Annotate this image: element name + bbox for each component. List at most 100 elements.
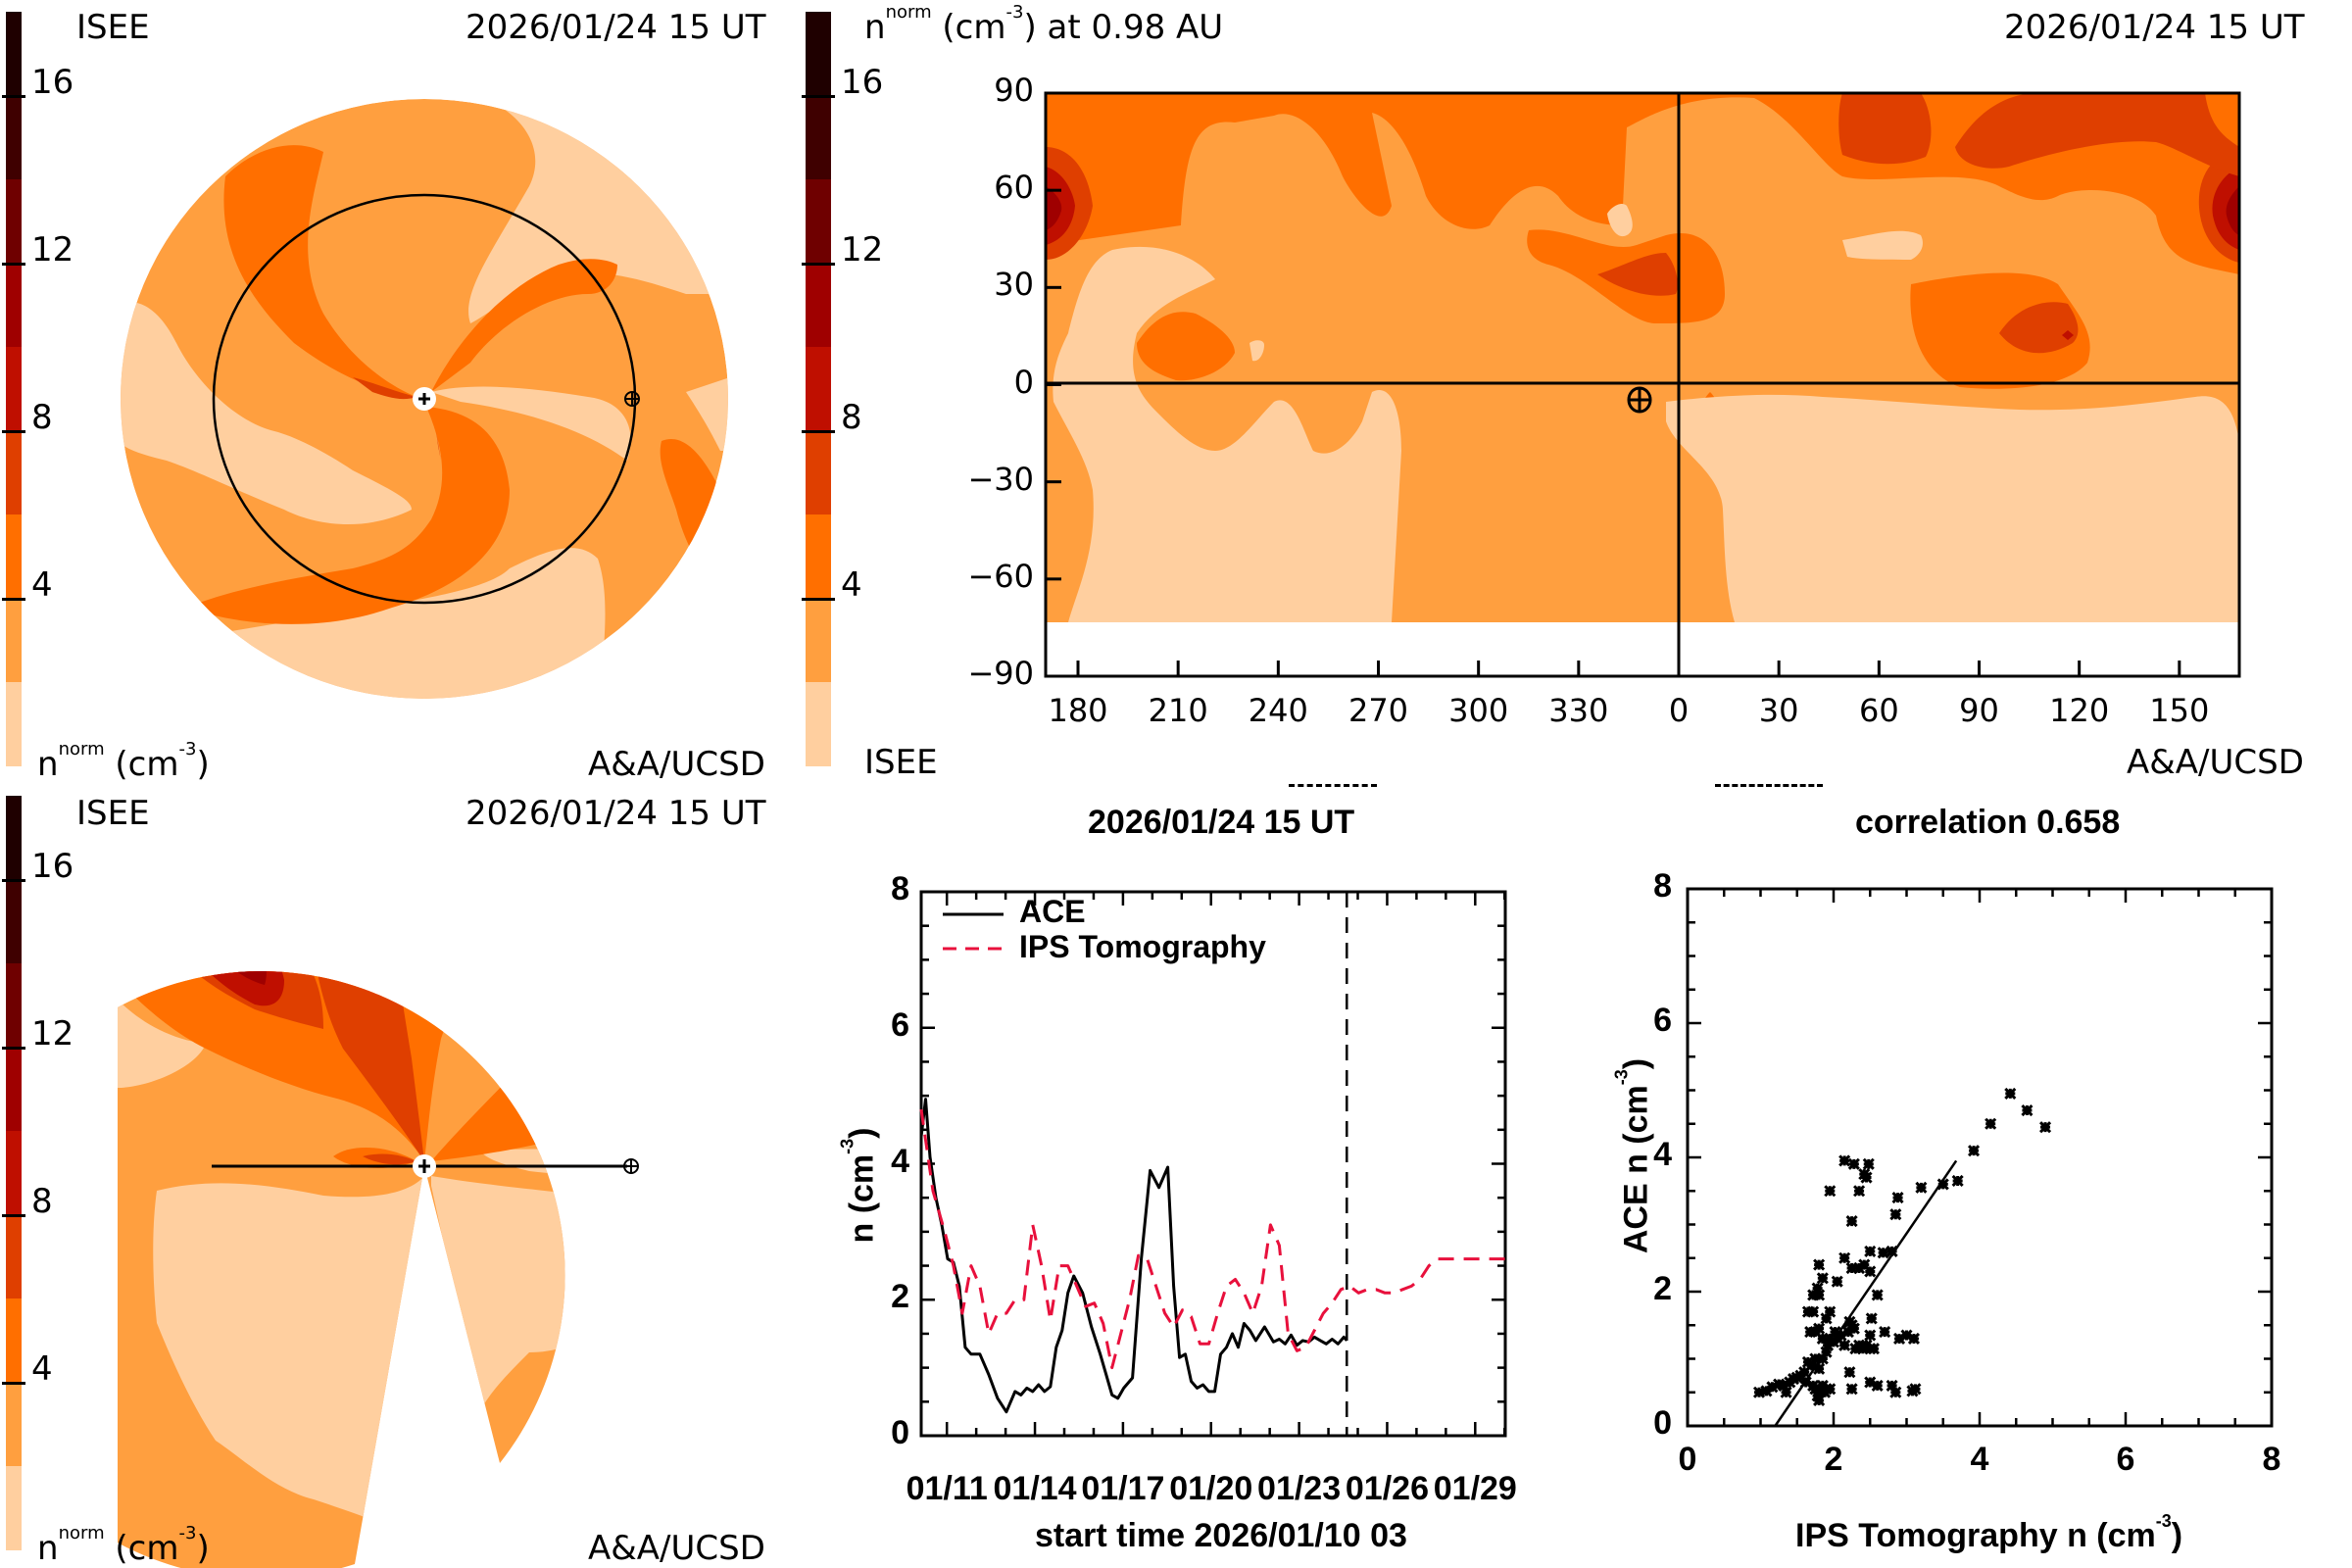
scatter-point [1813, 1322, 1826, 1335]
ylabel-close: ) [1617, 1057, 1655, 1070]
map-title: nnorm (cm-3) at 0.98 AU [864, 2, 1224, 47]
colorbar-band [6, 795, 22, 880]
scatter-point [1838, 1251, 1851, 1264]
title-exp: -3 [1005, 2, 1024, 23]
unit-rest: (cm [115, 745, 179, 784]
scatter-frame [1686, 887, 2274, 1428]
map-lat-label: −30 [967, 460, 1034, 498]
scatter-point [1816, 1272, 1829, 1285]
colorbar-tick [2, 1213, 25, 1217]
scatter-title: correlation 0.658 [1855, 804, 2121, 841]
scatter-point [1824, 1305, 1837, 1318]
contour-level-0 [121, 302, 412, 524]
scatter-point [1864, 1245, 1877, 1257]
scatter-point [2004, 1087, 2017, 1100]
contour-level-5 [2226, 186, 2239, 235]
ylabel-exp: -3 [837, 1138, 858, 1154]
scatter-point [1835, 1329, 1847, 1342]
scatter-point [1831, 1275, 1843, 1288]
timeseries-x-tick-label: 01/23 [1257, 1470, 1342, 1507]
contour-level-4 [2062, 330, 2074, 340]
scatter-point [1820, 1312, 1833, 1325]
timeseries-y-tick-label: 8 [891, 870, 909, 907]
colorbar-tick [802, 597, 835, 601]
map-lon-label: 180 [1048, 692, 1108, 729]
colorbar-band [806, 347, 831, 431]
contour-level-3 [1838, 93, 1932, 165]
colorbar-band [806, 430, 831, 515]
legend-label-ips: IPS Tomography [1019, 929, 1266, 964]
scatter-point [2021, 1103, 2034, 1117]
contour-level-0 [1666, 394, 2239, 622]
map-lon-label: 240 [1248, 692, 1308, 729]
timeseries-y-tick-label: 0 [891, 1414, 909, 1451]
scatter-x-tick-label: 6 [2116, 1441, 2135, 1478]
legend-label-ace: ACE [1019, 894, 1086, 929]
xlabel-exp: -3 [2155, 1511, 2172, 1531]
map-lon-label: 90 [1959, 692, 1999, 729]
scatter-y-tick-label: 8 [1653, 867, 1672, 905]
scatter-point [1845, 1215, 1858, 1228]
scatter-x-tick-label: 4 [1970, 1441, 1989, 1478]
colorbar-band [6, 1047, 22, 1132]
colorbar-band [806, 263, 831, 348]
colorbar-tick-label: 4 [31, 1348, 53, 1389]
colorbar-tick-label: 16 [31, 846, 74, 886]
scatter-chart [1686, 887, 2274, 1428]
polar-plot-meridional [118, 921, 639, 1568]
scatter-x-tick-label: 2 [1824, 1441, 1843, 1478]
colorbar-band [806, 95, 831, 180]
scatter-point [1821, 1339, 1835, 1351]
colorbar-band [806, 514, 831, 599]
colorbar-band [6, 879, 22, 964]
colorbar-tick [2, 1381, 25, 1385]
map-lat-label: 0 [1013, 363, 1034, 401]
timeseries-x-tick-label: 01/11 [906, 1470, 988, 1507]
clipped-label-fragment [1715, 784, 1823, 790]
scatter-point [1773, 1378, 1786, 1391]
colorbar-band [6, 963, 22, 1048]
timeseries-ylabel: n (cm-3) [838, 1088, 882, 1284]
colorbar-tick [2, 262, 25, 266]
timeseries-title: 2026/01/24 15 UT [1088, 804, 1355, 841]
colorbar-band [6, 11, 22, 96]
scatter-point [1907, 1332, 1921, 1346]
lat-lon-map [1044, 91, 2241, 678]
title-tail: ) at 0.98 AU [1023, 8, 1224, 47]
scatter-point [1877, 1247, 1889, 1259]
scatter-point [1967, 1145, 1981, 1157]
scatter-point [1867, 1343, 1881, 1355]
scatter-point [1798, 1366, 1811, 1379]
scatter-point [1805, 1359, 1818, 1372]
map-credit: A&A/UCSD [2127, 743, 2304, 782]
colorbar-band [6, 1131, 22, 1215]
colorbar-tick-label: 8 [841, 397, 862, 437]
scatter-point [1858, 1258, 1871, 1271]
colorbar-tick [2, 429, 25, 433]
map-lon-label: 270 [1348, 692, 1409, 729]
contour-level-3 [529, 971, 565, 1094]
map-lon-label: 120 [2049, 692, 2110, 729]
contour-level-2 [223, 145, 416, 398]
contour-level-3 [1955, 93, 2239, 176]
scatter-point [1841, 1326, 1854, 1339]
scatter-point [1838, 1154, 1851, 1167]
scatter-point [1886, 1379, 1898, 1392]
contour-level-0 [153, 1176, 424, 1529]
contour-level-0 [431, 1176, 565, 1411]
map-lon-label: 330 [1548, 692, 1609, 729]
panel-top-left-org: ISEE [76, 8, 150, 47]
colorbar-tick [2, 597, 25, 601]
contour-level-5 [1046, 186, 1062, 230]
scatter-point [1892, 1332, 1906, 1346]
map-lat-label: −90 [967, 655, 1034, 692]
contour-level-6 [218, 921, 255, 966]
colorbar-band [6, 598, 22, 683]
map-lat-label: 60 [994, 169, 1034, 207]
series-ips-tomography-line [919, 1108, 1505, 1370]
colorbar-tick [802, 94, 835, 98]
scatter-point [1843, 1366, 1856, 1379]
scatter-point [1864, 1376, 1877, 1389]
scatter-point [1864, 1329, 1877, 1342]
timeseries-x-tick-label: 01/14 [993, 1470, 1077, 1507]
